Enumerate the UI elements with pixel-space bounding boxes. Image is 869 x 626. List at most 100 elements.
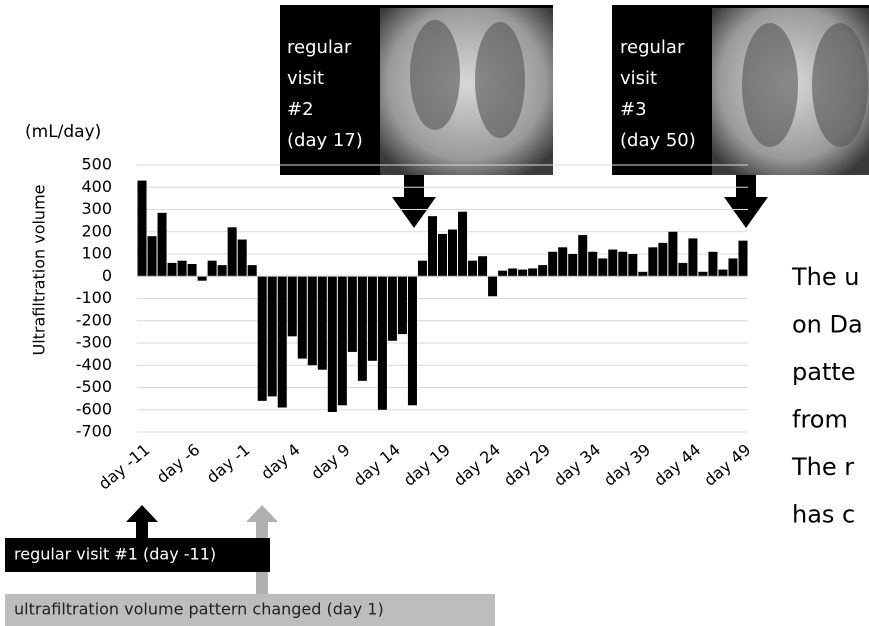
bar <box>718 270 727 277</box>
bar <box>218 265 227 276</box>
bar <box>698 272 707 276</box>
bar <box>658 243 667 276</box>
bar <box>498 271 507 277</box>
bar <box>578 235 587 276</box>
side-text: The u <box>791 263 859 291</box>
annotation-text: #2 <box>287 99 314 120</box>
y-tick-label: -100 <box>76 288 112 307</box>
lung <box>742 23 798 147</box>
bar <box>638 272 647 276</box>
bar <box>548 252 557 276</box>
bar <box>318 276 327 369</box>
y-tick-label: 500 <box>81 155 112 174</box>
bar <box>518 270 527 277</box>
annotation-text: visit <box>620 68 657 89</box>
bar <box>378 276 387 410</box>
bar <box>438 234 447 276</box>
bar <box>178 261 187 277</box>
annotation-text: regular <box>287 37 352 58</box>
bar <box>168 263 177 276</box>
y-tick-label: -600 <box>76 399 112 418</box>
xray-image <box>380 8 553 175</box>
bar <box>248 265 257 276</box>
x-tick-label: day 19 <box>400 440 454 490</box>
annotation-text: regular <box>620 37 685 58</box>
arrow <box>724 175 768 228</box>
bar <box>358 276 367 381</box>
annotation-text: #3 <box>620 99 647 120</box>
x-tick-label: day 4 <box>257 440 303 483</box>
y-tick-label: 300 <box>81 199 112 218</box>
bar <box>528 268 537 276</box>
bar <box>428 216 437 276</box>
annotation-text: ultrafiltration volume pattern changed (… <box>14 600 384 619</box>
bar <box>418 261 427 277</box>
bar <box>138 181 147 277</box>
x-tick-label: day 49 <box>700 440 754 490</box>
bar <box>508 268 517 276</box>
bar <box>568 254 577 276</box>
bar <box>618 252 627 276</box>
bar <box>268 276 277 396</box>
y-tick-label: 400 <box>81 177 112 196</box>
bar <box>608 250 617 277</box>
chart: (mL/day) Ultrafiltration volume regular … <box>0 0 869 626</box>
bar <box>308 276 317 365</box>
bar <box>348 276 357 352</box>
bar <box>728 258 737 276</box>
bar <box>208 261 217 277</box>
bar <box>588 252 597 276</box>
bar <box>388 276 397 341</box>
x-tick-label: day 9 <box>307 440 353 483</box>
bar <box>298 276 307 358</box>
side-text: on Da <box>792 311 863 339</box>
bar <box>228 227 237 276</box>
y-tick-label: -300 <box>76 333 112 352</box>
annotation-text: regular visit #1 (day -11) <box>14 545 216 564</box>
x-tick-label: day 39 <box>600 440 654 490</box>
bar <box>258 276 267 401</box>
x-tick-label: day 44 <box>650 440 704 490</box>
bar <box>668 232 677 277</box>
bar <box>678 263 687 276</box>
x-tick-label: day -6 <box>153 440 204 487</box>
bar <box>488 276 497 296</box>
bar <box>158 213 167 276</box>
arrow <box>126 505 158 538</box>
bar <box>338 276 347 405</box>
side-text: patte <box>792 358 856 386</box>
lung <box>812 23 868 147</box>
bar <box>478 256 487 276</box>
bar <box>458 212 467 277</box>
bar <box>558 247 567 276</box>
x-tick-label: day 29 <box>500 440 554 490</box>
y-tick-label: 0 <box>102 266 112 285</box>
bar <box>708 252 717 276</box>
bar <box>738 241 747 277</box>
bar <box>468 261 477 277</box>
bar <box>408 276 417 405</box>
y-tick-label: -200 <box>76 310 112 329</box>
bar <box>648 247 657 276</box>
y-tick-label: 100 <box>81 244 112 263</box>
bar <box>368 276 377 361</box>
side-text: from <box>792 406 848 434</box>
lung <box>475 22 525 138</box>
unit-label: (mL/day) <box>25 122 101 142</box>
bar <box>188 264 197 276</box>
bar <box>288 276 297 336</box>
x-tick-label: day -1 <box>203 440 254 487</box>
bar <box>198 276 207 280</box>
y-tick-label: -400 <box>76 355 112 374</box>
bar <box>328 276 337 412</box>
x-tick-label: day 14 <box>350 440 404 490</box>
y-tick-label: 200 <box>81 221 112 240</box>
y-axis-label: Ultrafiltration volume <box>30 185 49 356</box>
y-tick-label: -700 <box>76 422 112 441</box>
side-text: The r <box>791 453 854 481</box>
bar <box>688 238 697 276</box>
bar <box>448 230 457 277</box>
bar <box>278 276 287 407</box>
bar <box>238 240 247 277</box>
annotation-text: visit <box>287 68 324 89</box>
